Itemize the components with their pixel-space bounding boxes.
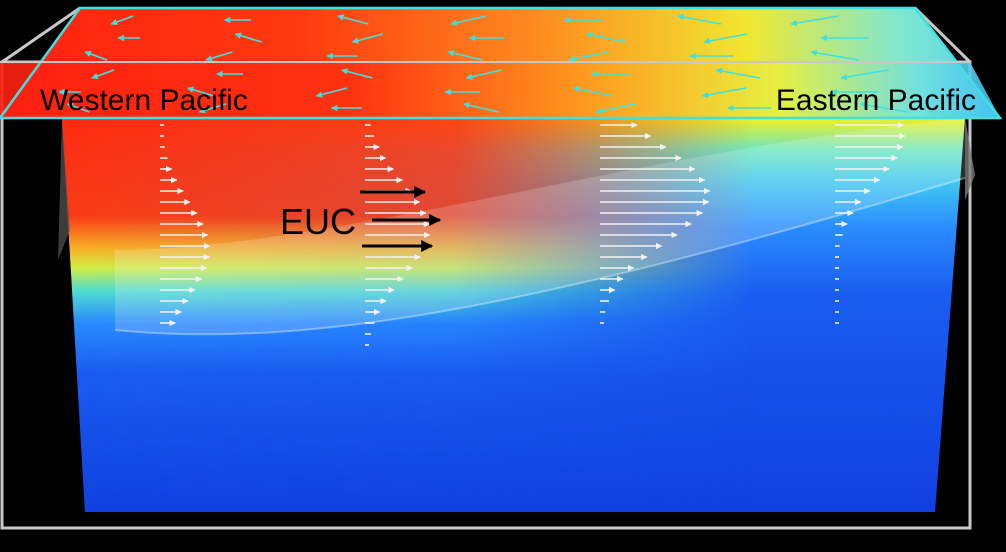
surface-arrow bbox=[198, 103, 226, 114]
surface-arrow bbox=[234, 32, 262, 43]
surface-arrow bbox=[715, 67, 760, 79]
surface-arrow bbox=[677, 13, 722, 25]
surface-arrow bbox=[205, 51, 233, 62]
surface-arrow bbox=[840, 69, 889, 81]
label-eastern-pacific: Eastern Pacific bbox=[776, 84, 976, 117]
surface-arrow bbox=[465, 69, 502, 80]
label-western-pacific: Western Pacific bbox=[40, 84, 248, 117]
surface-arrow bbox=[859, 101, 908, 113]
label-euc: EUC bbox=[280, 201, 356, 242]
surface-arrow bbox=[573, 86, 614, 97]
surface-arrow bbox=[66, 102, 90, 113]
surface-arrow bbox=[810, 49, 859, 61]
surface-arrow bbox=[790, 15, 839, 27]
surface-arrow bbox=[187, 86, 215, 97]
surface-arrow bbox=[341, 68, 373, 79]
surface-current-arrows bbox=[58, 13, 908, 114]
surface-arrow bbox=[351, 33, 384, 44]
section-face bbox=[58, 118, 975, 512]
surface-arrow bbox=[447, 50, 484, 61]
surface-arrow bbox=[463, 102, 499, 113]
surface-arrow bbox=[586, 32, 627, 43]
surface-arrow bbox=[703, 33, 748, 45]
surface-arrow bbox=[84, 50, 108, 61]
surface-arrow bbox=[91, 69, 115, 80]
surface-arrow bbox=[450, 15, 487, 26]
surface-arrow bbox=[315, 87, 348, 98]
surface-arrow bbox=[595, 103, 636, 114]
surface-arrow bbox=[337, 14, 369, 25]
surface-arrow bbox=[701, 87, 747, 99]
surface-arrow bbox=[110, 15, 134, 26]
euc-arrows bbox=[360, 186, 442, 252]
surface-arrow bbox=[568, 51, 609, 62]
